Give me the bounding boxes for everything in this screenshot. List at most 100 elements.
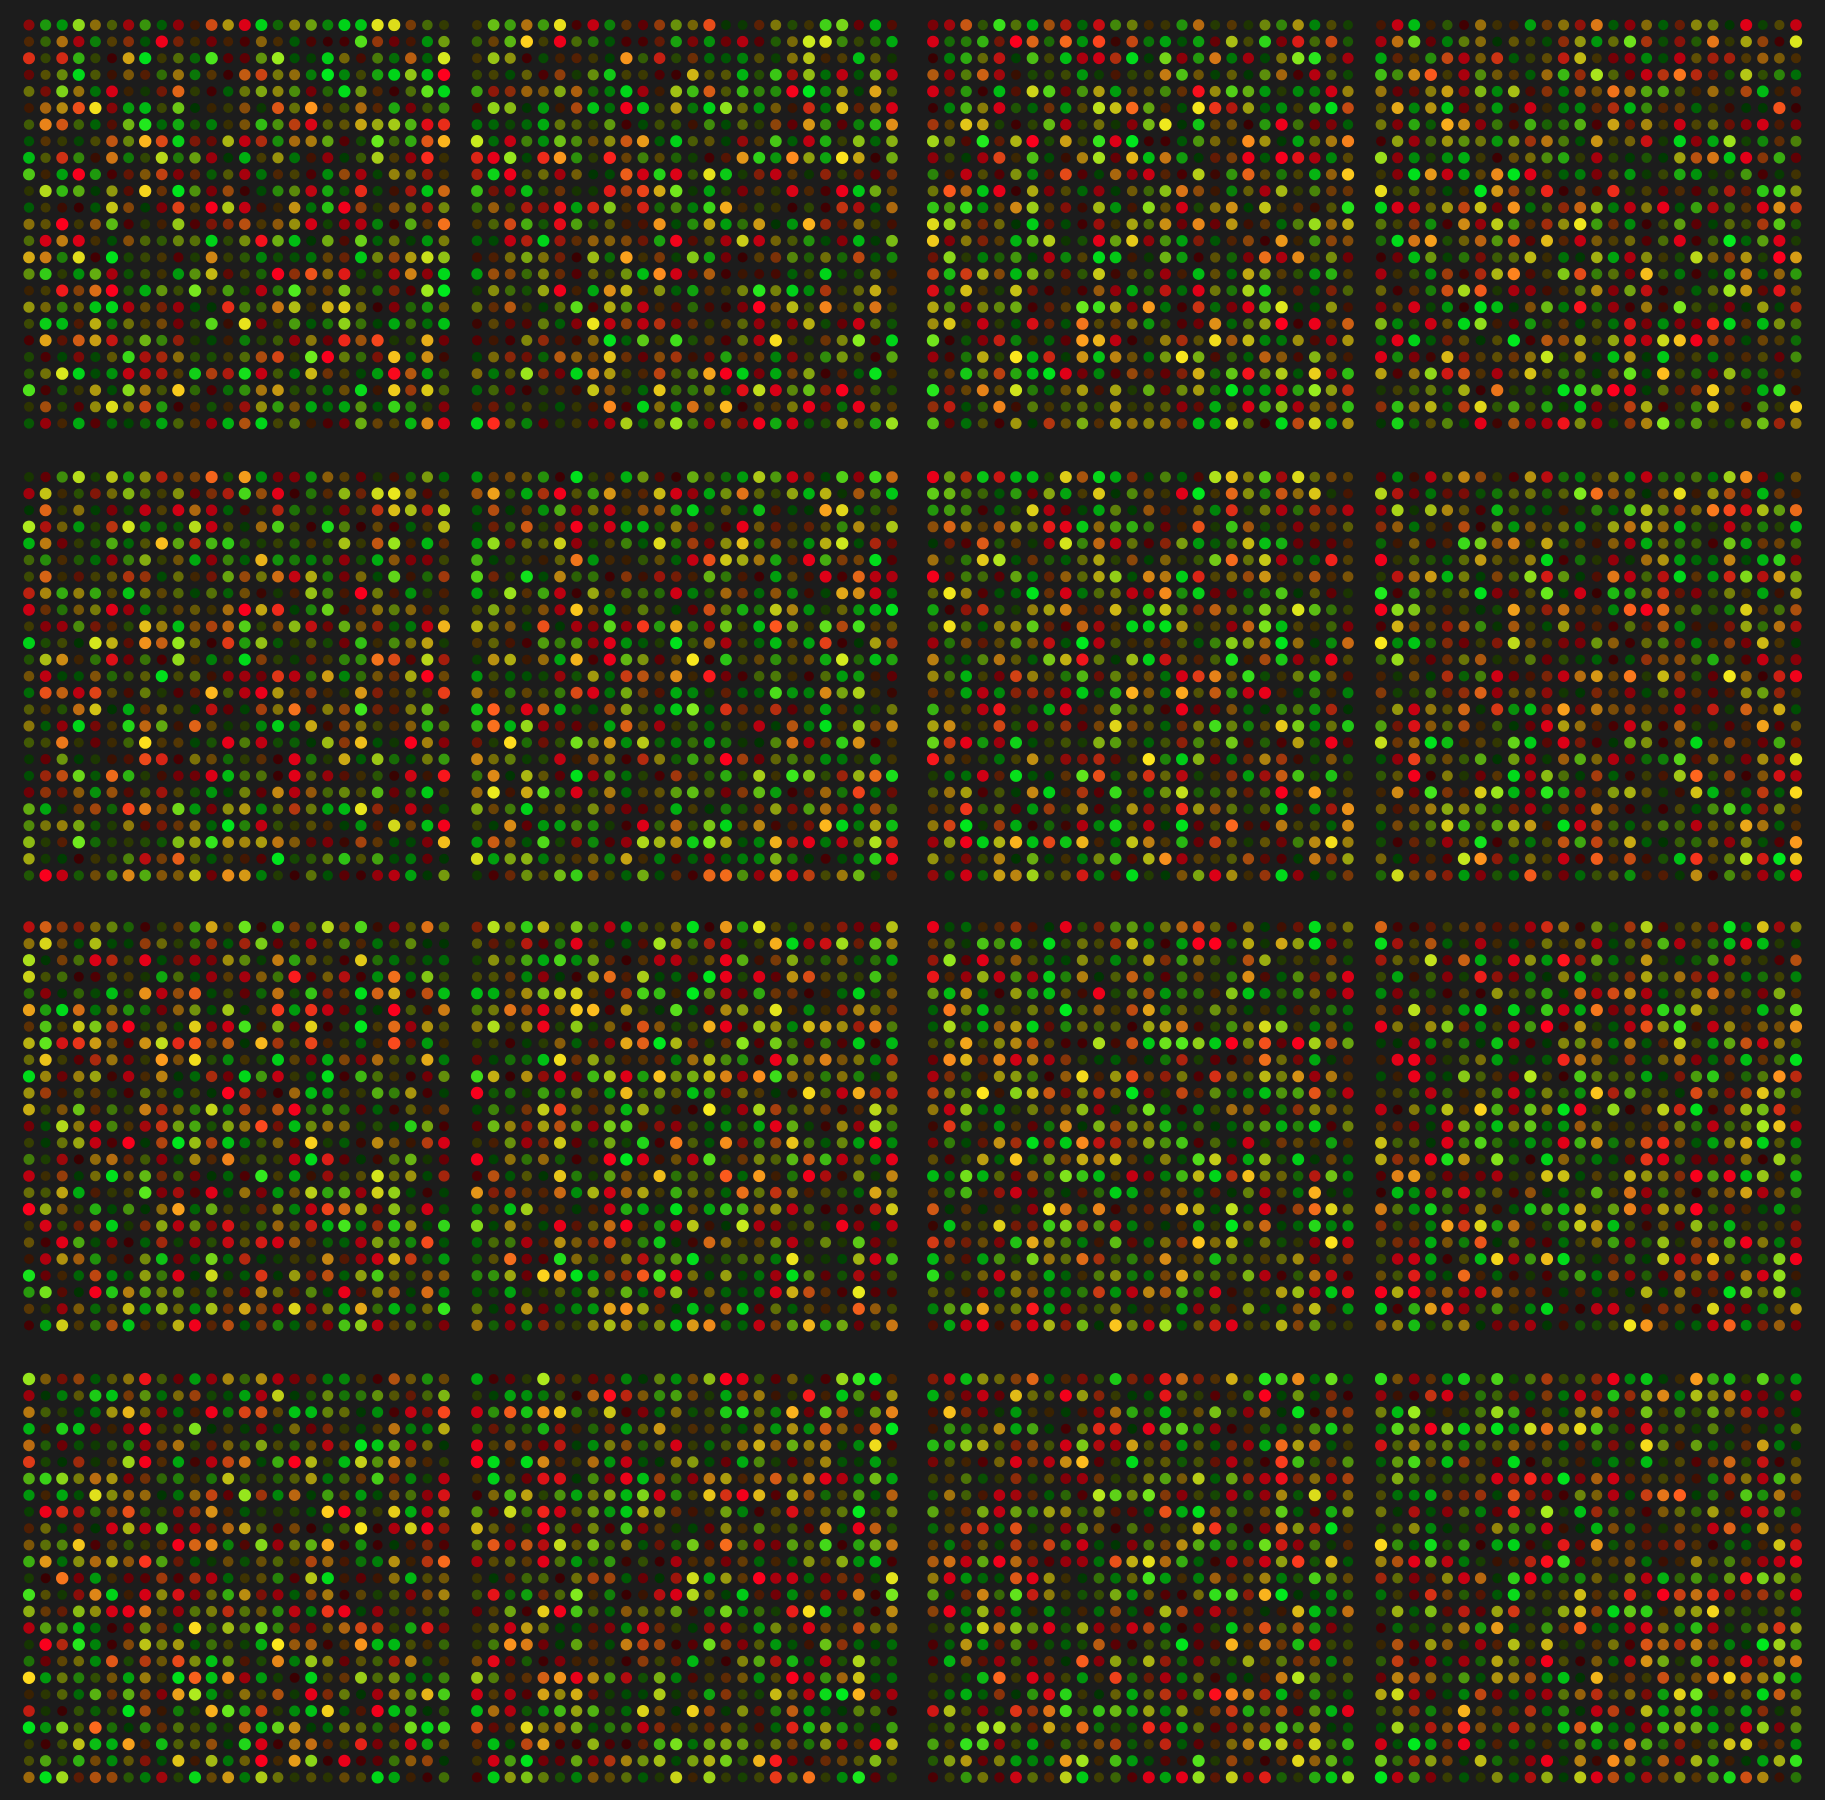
spot bbox=[173, 704, 184, 715]
spot bbox=[1226, 620, 1238, 632]
spot bbox=[1674, 285, 1685, 296]
spot bbox=[1292, 151, 1305, 164]
spot bbox=[1176, 201, 1188, 214]
spot bbox=[1724, 36, 1735, 47]
spot bbox=[587, 19, 599, 31]
spot bbox=[537, 471, 550, 483]
spot bbox=[90, 368, 101, 379]
spot bbox=[73, 504, 85, 516]
spot bbox=[1176, 401, 1188, 413]
spot bbox=[960, 118, 973, 131]
spot bbox=[927, 504, 939, 516]
spot bbox=[1607, 637, 1619, 649]
spot bbox=[272, 570, 284, 583]
spot bbox=[1342, 521, 1354, 532]
spot bbox=[960, 235, 972, 247]
spot bbox=[1574, 384, 1587, 397]
spot bbox=[994, 36, 1005, 47]
spot bbox=[1757, 135, 1769, 147]
spot bbox=[1707, 52, 1719, 64]
spot bbox=[1093, 119, 1105, 130]
spot bbox=[538, 671, 549, 682]
spot bbox=[1009, 769, 1023, 782]
spot bbox=[1259, 737, 1271, 748]
spot bbox=[1674, 620, 1686, 632]
spot bbox=[1790, 587, 1802, 599]
spot bbox=[1192, 537, 1205, 550]
spot bbox=[1127, 252, 1138, 263]
spot bbox=[56, 218, 69, 231]
spot bbox=[1691, 318, 1702, 330]
spot bbox=[803, 787, 815, 798]
spot bbox=[553, 201, 567, 214]
spot bbox=[72, 769, 85, 782]
spot bbox=[1076, 620, 1089, 633]
spot bbox=[1309, 870, 1320, 881]
spot bbox=[90, 252, 101, 263]
spot bbox=[239, 201, 251, 214]
spot bbox=[521, 588, 532, 599]
spot bbox=[786, 251, 798, 263]
spot bbox=[322, 235, 334, 247]
spot bbox=[1558, 588, 1569, 599]
spot bbox=[670, 202, 682, 214]
spot bbox=[173, 787, 184, 798]
spot bbox=[239, 269, 250, 279]
spot bbox=[305, 350, 318, 364]
spot bbox=[405, 621, 417, 632]
spot bbox=[471, 803, 483, 815]
spot bbox=[472, 219, 482, 230]
spot bbox=[1193, 135, 1205, 147]
spot bbox=[222, 604, 234, 616]
spot bbox=[886, 803, 898, 815]
spot bbox=[719, 400, 733, 413]
spot bbox=[587, 820, 599, 832]
spot bbox=[1424, 317, 1437, 330]
spot bbox=[355, 401, 367, 413]
spot bbox=[721, 20, 731, 30]
spot bbox=[57, 571, 68, 582]
spot bbox=[638, 69, 648, 80]
spot bbox=[1210, 704, 1221, 715]
spot bbox=[1127, 704, 1138, 715]
spot bbox=[621, 604, 632, 615]
spot bbox=[471, 570, 483, 583]
spot bbox=[944, 571, 955, 582]
spot bbox=[1458, 687, 1470, 699]
spot bbox=[1077, 505, 1088, 516]
spot bbox=[372, 820, 383, 831]
spot bbox=[389, 152, 400, 163]
spot bbox=[487, 836, 500, 849]
spot bbox=[1226, 19, 1237, 31]
spot bbox=[1325, 85, 1338, 98]
spot bbox=[944, 202, 956, 214]
spot bbox=[1110, 837, 1121, 848]
spot bbox=[255, 36, 267, 48]
spot bbox=[1442, 335, 1453, 346]
spot bbox=[156, 505, 167, 516]
spot bbox=[852, 686, 865, 699]
spot bbox=[123, 604, 135, 616]
spot bbox=[140, 704, 151, 715]
spot bbox=[256, 202, 267, 213]
spot bbox=[1293, 318, 1304, 329]
spot bbox=[870, 235, 881, 246]
spot bbox=[944, 870, 955, 881]
spot bbox=[1707, 185, 1719, 197]
spot bbox=[753, 853, 765, 865]
spot bbox=[23, 820, 35, 832]
spot bbox=[1109, 471, 1122, 483]
spot bbox=[1757, 604, 1768, 615]
spot bbox=[554, 587, 566, 599]
spot bbox=[1077, 571, 1088, 582]
spot bbox=[1707, 737, 1719, 748]
spot bbox=[305, 488, 317, 499]
spot bbox=[1591, 251, 1603, 264]
spot bbox=[1226, 571, 1238, 582]
spot bbox=[389, 737, 400, 748]
spot bbox=[1126, 417, 1138, 429]
spot bbox=[994, 604, 1005, 615]
spot bbox=[1624, 621, 1636, 632]
spot bbox=[819, 819, 832, 832]
spot bbox=[487, 604, 500, 616]
